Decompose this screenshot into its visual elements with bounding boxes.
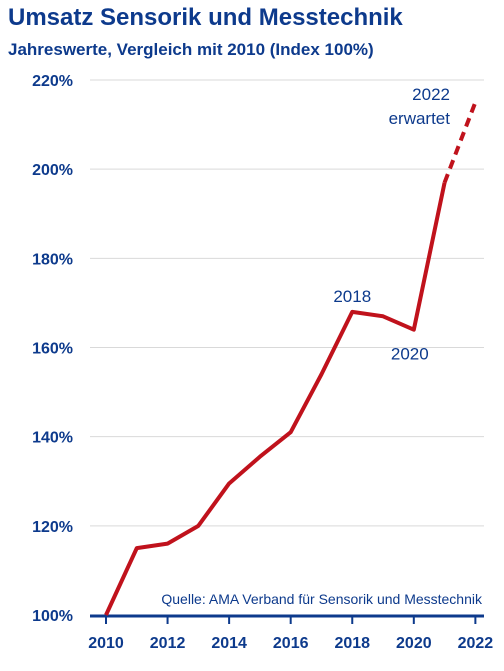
y-tick-label: 100%	[32, 608, 73, 625]
x-tick-label: 2022	[458, 635, 494, 652]
annotations: 2018 2020 2022 erwartet	[333, 85, 450, 364]
series-line-actual	[104, 182, 447, 616]
x-tick-label: 2018	[334, 635, 370, 652]
y-tick-label: 160%	[32, 341, 73, 358]
y-tick-label: 140%	[32, 430, 73, 447]
y-tick-label: 200%	[32, 162, 73, 179]
y-tick-label: 120%	[32, 519, 73, 536]
y-tick-label: 180%	[32, 251, 73, 268]
series-line	[104, 101, 478, 616]
gridlines	[90, 79, 484, 527]
x-tick-label: 2012	[150, 635, 186, 652]
annotation-2018: 2018	[333, 287, 371, 306]
x-tick-label: 2014	[211, 635, 247, 652]
chart-subtitle: Jahreswerte, Vergleich mit 2010 (Index 1…	[8, 40, 374, 59]
y-tick-labels: 100% 120% 140% 160% 180% 200% 220%	[32, 73, 73, 625]
annotation-expected: erwartet	[389, 109, 451, 128]
annotation-2022: 2022	[412, 85, 450, 104]
annotation-2020: 2020	[391, 345, 429, 364]
y-tick-label: 220%	[32, 73, 73, 90]
x-tick-label: 2010	[88, 635, 124, 652]
chart-title: Umsatz Sensorik und Messtechnik	[8, 4, 403, 31]
source-note: Quelle: AMA Verband für Sensorik und Mes…	[161, 591, 483, 607]
x-tick-label: 2020	[396, 635, 432, 652]
x-tick-label: 2016	[273, 635, 309, 652]
x-tick-labels: 2010 2012 2014 2016 2018 2020 2022	[88, 616, 493, 652]
